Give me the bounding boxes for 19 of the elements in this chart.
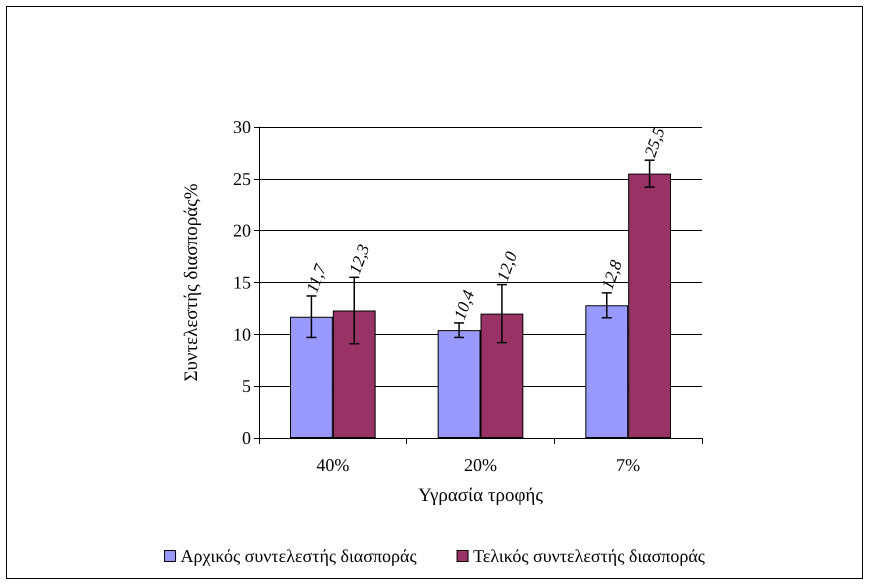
x-tick-label: 7%	[616, 455, 640, 475]
legend-label: Τελικός συντελεστής διασποράς	[473, 546, 705, 566]
y-tick-label: 5	[242, 376, 251, 396]
y-tick-label: 10	[233, 324, 251, 344]
legend-label: Αρχικός συντελεστής διασποράς	[180, 546, 417, 566]
data-label: 10,4	[450, 287, 478, 322]
y-axis-title: Συντελεστής διασποράς%	[181, 183, 202, 382]
x-tick-label: 40%	[316, 455, 350, 475]
y-tick-label: 20	[233, 220, 251, 241]
data-label: 12,8	[598, 257, 626, 292]
y-tick-label: 15	[233, 272, 251, 292]
y-tick-label: 30	[233, 117, 251, 137]
data-label: 12,3	[345, 242, 374, 276]
x-axis-title: Υγρασία τροφής	[418, 485, 544, 506]
data-label: 25,5	[640, 124, 669, 160]
data-label: 12,0	[492, 248, 522, 284]
y-tick-label: 0	[242, 428, 251, 448]
y-tick-label: 25	[233, 168, 251, 189]
x-tick-label: 20%	[464, 455, 497, 475]
